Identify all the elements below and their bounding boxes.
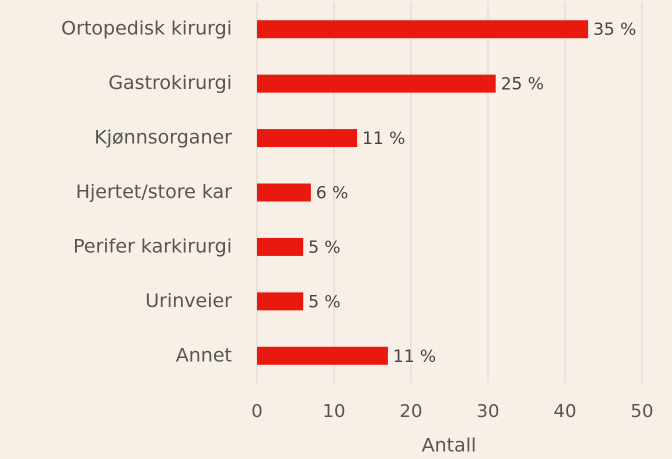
bar [257, 183, 311, 202]
data-label: 11 % [393, 347, 436, 367]
data-label: 35 % [593, 20, 636, 40]
bar [257, 74, 496, 93]
data-label: 25 % [501, 75, 544, 95]
y-tick-label: Urinveier [145, 290, 232, 312]
x-tick-label: 30 [477, 401, 500, 422]
bar [257, 292, 304, 311]
x-tick-label: 50 [631, 401, 654, 422]
bar [257, 129, 358, 148]
bar [257, 20, 589, 39]
bar [257, 237, 304, 256]
y-tick-label: Annet [176, 344, 232, 366]
y-tick-label: Hjertet/store kar [76, 181, 232, 203]
data-label: 5 % [308, 292, 340, 312]
data-label: 11 % [362, 129, 405, 149]
y-tick-label: Ortopedisk kirurgi [61, 18, 232, 40]
data-label: 5 % [308, 238, 340, 258]
x-tick-label: 0 [251, 401, 262, 422]
x-tick-label: 20 [400, 401, 423, 422]
x-tick-label: 10 [323, 401, 346, 422]
x-axis-title: Antall [422, 435, 477, 457]
bar [257, 346, 388, 365]
y-tick-label: Gastrokirurgi [108, 72, 232, 94]
y-tick-label: Perifer karkirurgi [73, 235, 232, 257]
y-tick-label: Kjønnsorganer [94, 127, 232, 149]
x-tick-label: 40 [554, 401, 577, 422]
data-label: 6 % [316, 184, 348, 204]
